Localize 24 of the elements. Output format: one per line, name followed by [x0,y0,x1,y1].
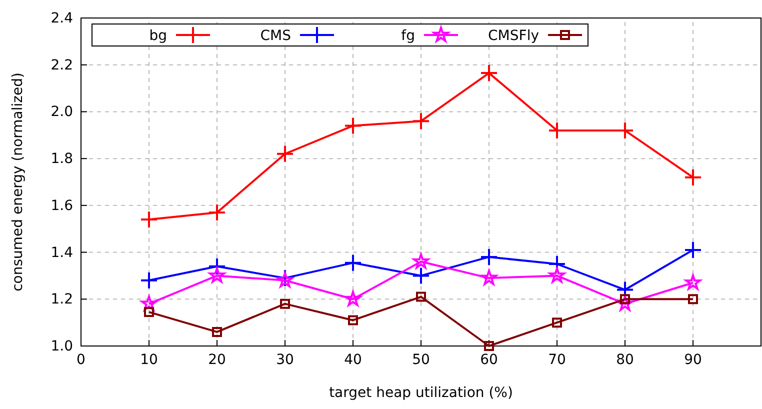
x-tick-label: 50 [412,352,430,368]
legend-label: fg [401,28,415,44]
x-axis-title: target heap utilization (%) [329,385,513,401]
y-tick-label: 1.8 [50,151,73,168]
x-tick-label: 20 [208,352,226,368]
y-tick-label: 1.4 [50,244,74,261]
x-tick-label: 70 [548,352,566,368]
x-tick-label: 0 [76,352,86,368]
y-tick-label: 1.2 [50,292,73,308]
x-tick-label: 90 [684,352,702,368]
x-tick-label: 30 [276,352,294,368]
y-axis-title: consumed energy (normalized) [10,72,26,292]
x-tick-label: 40 [344,352,362,368]
y-tick-label: 2.0 [50,104,73,120]
x-tick-label: 60 [480,352,498,368]
legend-label: CMS [260,28,292,44]
legend-label: CMSFly [488,28,539,44]
y-tick-label: 1.6 [50,198,74,214]
legend-label: bg [149,28,167,44]
y-tick-label: 1.0 [50,338,73,354]
y-tick-label: 2.2 [50,57,73,74]
y-tick-label: 2.4 [50,10,74,26]
x-tick-label: 80 [616,352,634,368]
x-tick-label: 10 [140,352,158,368]
